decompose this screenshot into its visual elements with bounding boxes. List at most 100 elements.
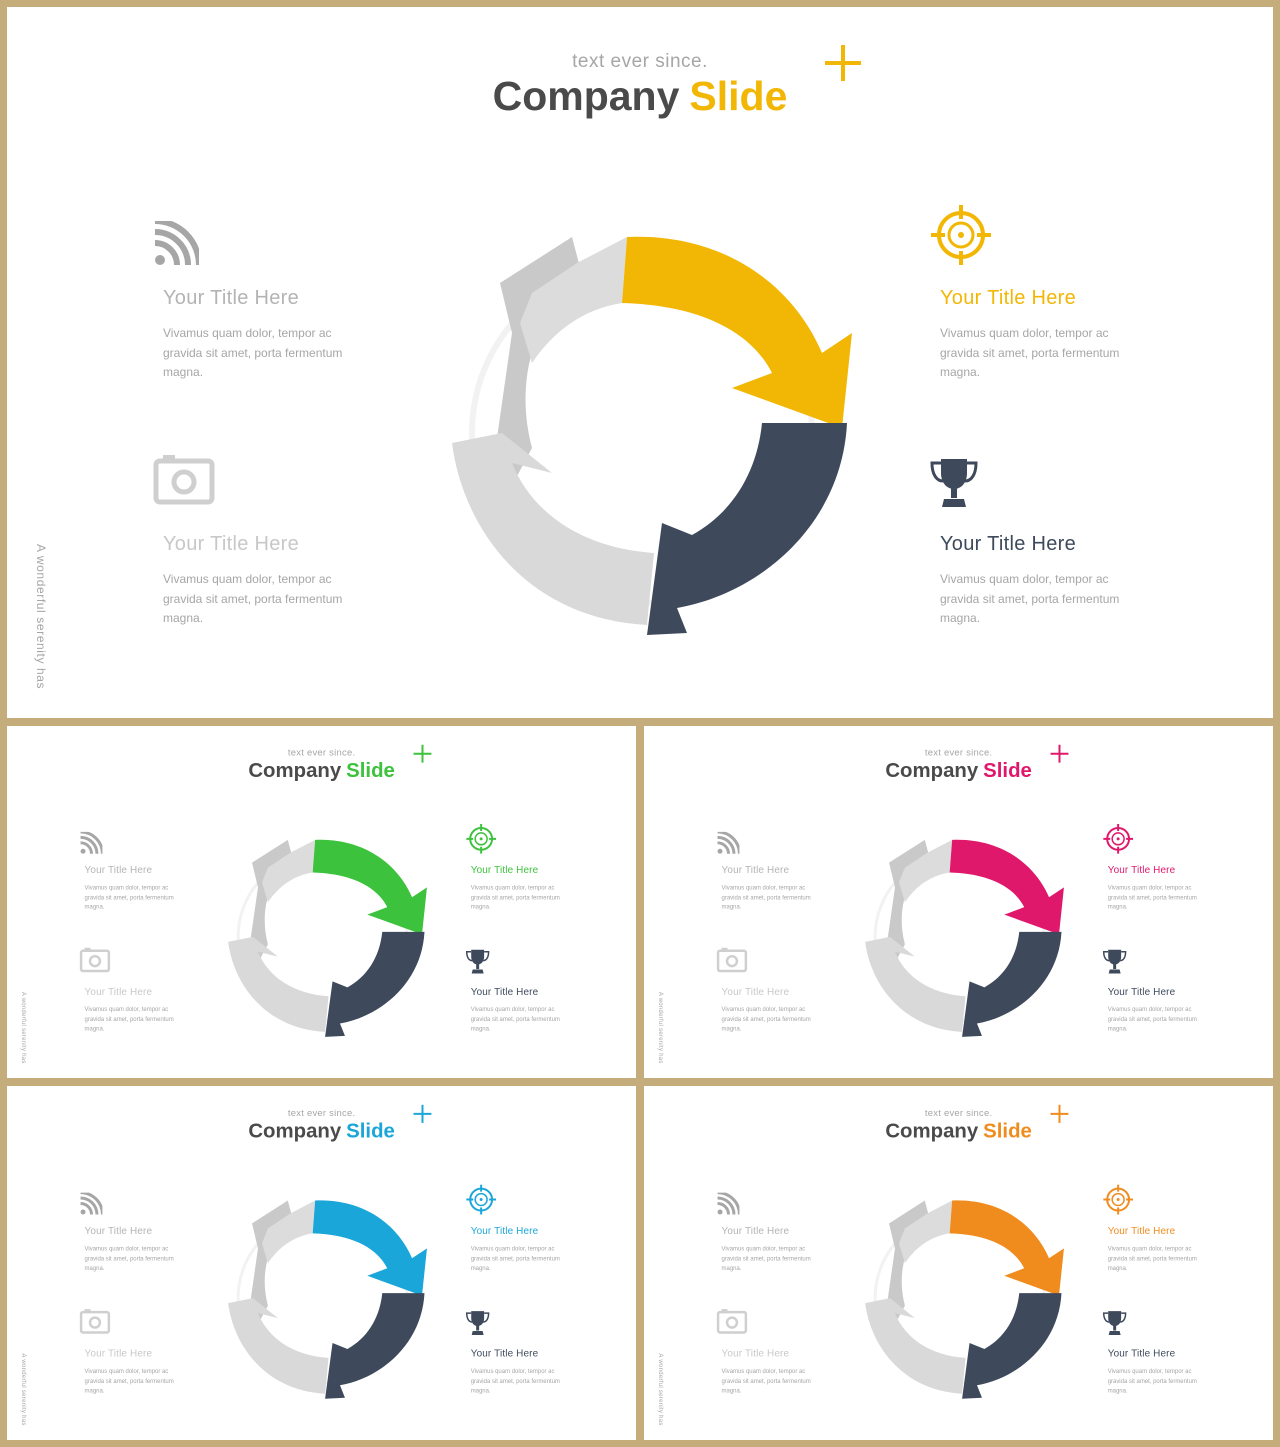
camera-icon — [716, 947, 748, 973]
trophy-icon — [465, 949, 490, 974]
cycle-arrow-diagram — [865, 1200, 1064, 1399]
title-word-company: Company — [248, 1118, 342, 1142]
block-text: Vivamus quam dolor, tempor ac gravida si… — [721, 1367, 811, 1394]
info-block: Your Title Here Vivamus quam dolor, tempo… — [722, 865, 836, 912]
block-title: Your Title Here — [470, 986, 539, 998]
cycle-segment-accent — [622, 236, 852, 428]
info-block: Your Title Here Vivamus quam dolor, tempo… — [722, 1348, 836, 1396]
title-word-company: Company — [885, 758, 979, 782]
info-block: Your Title Here Vivamus quam dolor, tempo… — [1108, 1225, 1222, 1273]
side-text: A wonderful serenity has — [657, 991, 665, 1064]
block-title: Your Title Here — [1107, 1225, 1176, 1237]
cycle-arrow-diagram — [228, 839, 427, 1037]
block-title: Your Title Here — [721, 1225, 790, 1237]
camera-icon — [79, 947, 111, 973]
slide-supertitle: text ever since. — [924, 747, 993, 759]
title-word-slide: Slide — [983, 758, 1032, 782]
block-text: Vivamus quam dolor, tempor ac gravida si… — [84, 883, 174, 911]
side-text: A wonderful serenity has — [20, 991, 28, 1064]
title-word-company: Company — [492, 73, 680, 119]
block-text: Vivamus quam dolor, tempor ac gravida si… — [470, 883, 560, 911]
side-text: A wonderful serenity has — [657, 1353, 665, 1426]
block-text: Vivamus quam dolor, tempor ac gravida si… — [1107, 1367, 1197, 1394]
title-word-company: Company — [885, 1118, 979, 1142]
block-text: Vivamus quam dolor, tempor ac gravida si… — [940, 572, 1120, 625]
cycle-segment-dark — [325, 1293, 425, 1399]
info-block: Your Title Here Vivamus quam dolor, tempo… — [1108, 986, 1222, 1033]
rss-icon — [154, 221, 199, 266]
block-text: Vivamus quam dolor, tempor ac gravida si… — [163, 572, 343, 625]
title-word-company: Company — [248, 758, 342, 782]
block-title: Your Title Here — [84, 864, 153, 876]
cycle-segment-gray-top — [261, 839, 316, 903]
cycle-segment-gray-bottom — [865, 936, 966, 1032]
info-block: Your Title Here Vivamus quam dolor, tempo… — [722, 986, 836, 1033]
side-text: A wonderful serenity has — [34, 544, 48, 690]
slide-content: text ever since. Company Slide Your Title… — [7, 1086, 636, 1440]
plus-icon — [825, 45, 861, 81]
cycle-segment-gray-top — [898, 839, 953, 903]
block-title: Your Title Here — [163, 287, 300, 309]
block-title: Your Title Here — [1107, 1347, 1176, 1359]
camera-icon — [153, 455, 215, 505]
slide-title: Company Slide — [644, 1119, 1273, 1142]
plus-icon — [1050, 744, 1069, 763]
slide-supertitle: text ever since. — [287, 747, 356, 759]
block-text: Vivamus quam dolor, tempor ac gravida si… — [721, 1244, 811, 1272]
cycle-arrow-diagram — [228, 1200, 427, 1399]
info-block: Your Title Here Vivamus quam dolor, tempo… — [471, 1348, 585, 1396]
target-icon — [466, 1184, 497, 1215]
slide-title: Company Slide — [7, 1119, 636, 1142]
block-text: Vivamus quam dolor, tempor ac gravida si… — [1107, 1244, 1197, 1272]
target-icon — [931, 205, 991, 265]
slide-supertitle: text ever since. — [924, 1107, 993, 1119]
slide-supertitle: text ever since. — [572, 51, 708, 72]
block-title: Your Title Here — [721, 864, 790, 876]
cycle-segment-accent — [949, 1200, 1064, 1296]
cycle-segment-dark — [962, 931, 1062, 1037]
trophy-icon — [465, 1311, 490, 1335]
block-title: Your Title Here — [721, 986, 790, 998]
block-title: Your Title Here — [721, 1347, 790, 1359]
slide-variant-pink: text ever since. Company Slide Your Title… — [644, 726, 1273, 1078]
cycle-segment-gray-bottom — [452, 433, 654, 625]
slide-main: text ever since. Company Slide Your Title… — [7, 7, 1273, 718]
cycle-arrow-diagram — [865, 839, 1064, 1037]
block-text: Vivamus quam dolor, tempor ac gravida si… — [1107, 883, 1197, 911]
cycle-segment-dark — [325, 931, 425, 1037]
slide-title: Company Slide — [7, 759, 636, 782]
title-word-slide: Slide — [346, 758, 395, 782]
block-text: Vivamus quam dolor, tempor ac gravida si… — [470, 1005, 560, 1032]
block-title: Your Title Here — [84, 1225, 153, 1237]
cycle-segment-gray-bottom — [865, 1298, 966, 1394]
info-block: Your Title Here Vivamus quam dolor, tempo… — [85, 1225, 199, 1273]
block-text: Vivamus quam dolor, tempor ac gravida si… — [721, 883, 811, 911]
camera-icon — [79, 1309, 111, 1334]
cycle-segment-dark — [647, 423, 847, 635]
rss-icon — [80, 831, 103, 854]
block-text: Vivamus quam dolor, tempor ac gravida si… — [1107, 1005, 1197, 1032]
block-title: Your Title Here — [1107, 864, 1176, 876]
slide-variant-orange: text ever since. Company Slide Your Title… — [644, 1086, 1273, 1440]
block-text: Vivamus quam dolor, tempor ac gravida si… — [470, 1367, 560, 1394]
block-text: Vivamus quam dolor, tempor ac gravida si… — [84, 1244, 174, 1272]
info-block: Your Title Here Vivamus quam dolor, tempo… — [85, 986, 199, 1033]
rss-icon — [717, 1192, 740, 1215]
block-title: Your Title Here — [163, 533, 300, 555]
block-text: Vivamus quam dolor, tempor ac gravida si… — [84, 1367, 174, 1394]
cycle-segment-gray-top — [261, 1200, 316, 1264]
target-icon — [1103, 1184, 1134, 1215]
slide-variant-blue: text ever since. Company Slide Your Title… — [7, 1086, 636, 1440]
cycle-segment-gray-top — [520, 237, 627, 363]
block-text: Vivamus quam dolor, tempor ac gravida si… — [163, 326, 343, 379]
slide-content: text ever since. Company Slide Your Title… — [7, 7, 1273, 718]
cycle-arrow-diagram — [452, 236, 852, 635]
block-title: Your Title Here — [84, 1347, 153, 1359]
info-block: Your Title Here Vivamus quam dolor, tempo… — [471, 1225, 585, 1273]
cycle-segment-accent — [949, 839, 1064, 935]
block-title: Your Title Here — [84, 986, 153, 998]
info-block: Your Title Here Vivamus quam dolor, tempo… — [163, 533, 393, 629]
slide-content: text ever since. Company Slide Your Title… — [644, 1086, 1273, 1440]
info-block: Your Title Here Vivamus quam dolor, tempo… — [471, 865, 585, 912]
title-word-slide: Slide — [346, 1118, 395, 1142]
